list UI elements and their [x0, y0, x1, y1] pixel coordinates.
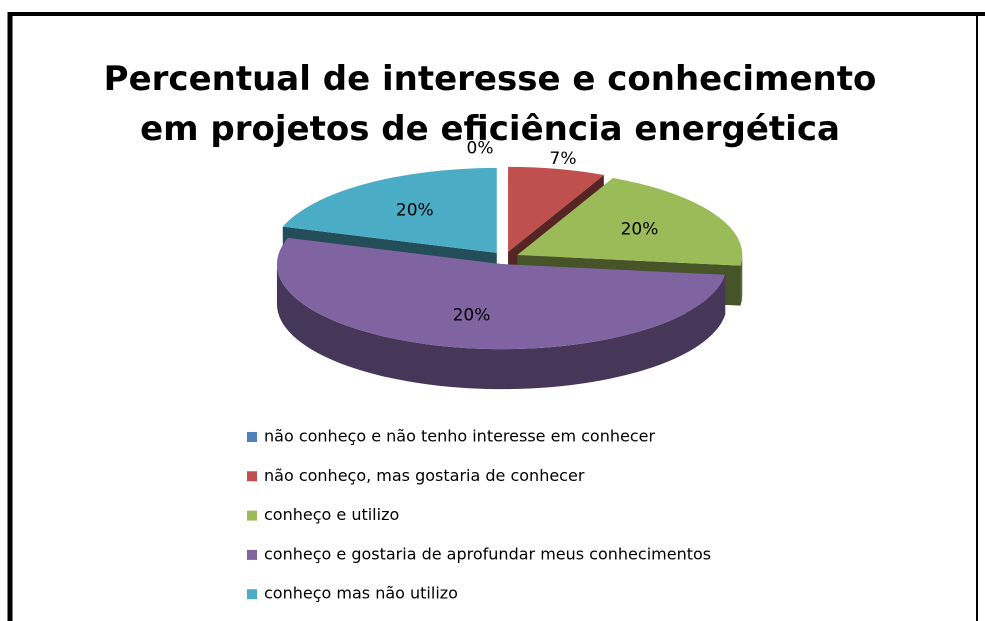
- legend-label: conheço mas não utilizo: [264, 584, 458, 603]
- slice: [276, 237, 726, 390]
- slice-wall: [276, 264, 726, 390]
- legend-label: não conheço, mas gostaria de conhecer: [264, 466, 585, 485]
- legend-label: não conheço e não tenho interesse em con…: [264, 427, 655, 446]
- legend-swatch: [247, 549, 257, 560]
- legend-swatch: [247, 589, 257, 600]
- data-label: 0%: [467, 139, 494, 159]
- slice-wall: [740, 254, 743, 306]
- data-label: 20%: [453, 306, 491, 326]
- slice-top: [508, 166, 604, 252]
- legend-swatch: [247, 471, 257, 482]
- legend-swatch: [247, 510, 257, 521]
- data-label: 20%: [621, 220, 659, 240]
- data-label: 20%: [396, 200, 434, 220]
- slice-top: [276, 237, 726, 350]
- legend-label: conheço e utilizo: [264, 505, 399, 524]
- legend-swatch: [247, 432, 257, 442]
- legend-label: conheço e gostaria de aprofundar meus co…: [264, 544, 711, 563]
- slice-top: [282, 167, 497, 253]
- slice-top: [517, 178, 743, 266]
- data-label: 7%: [550, 149, 577, 169]
- chart-title: Percentual de interesse e conhecimento em…: [104, 59, 877, 149]
